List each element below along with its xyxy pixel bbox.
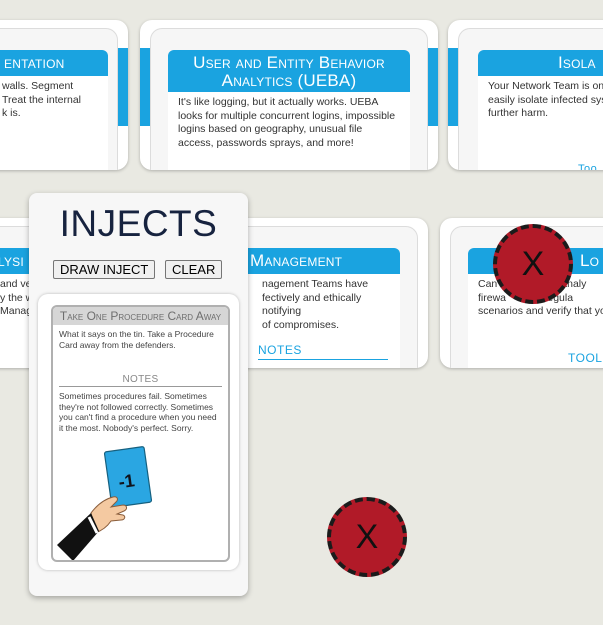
body-line: Manage: [0, 305, 38, 317]
card-tag-notes: NOTES: [258, 343, 302, 357]
inject-card-title: Take One Procedure Card Away: [53, 307, 228, 325]
body-line: fectively and ethically notifying: [262, 291, 362, 318]
injects-title: INJECTS: [59, 203, 218, 244]
title-line: User and Entity Behavior: [193, 53, 385, 72]
body-line: and ve: [0, 278, 32, 290]
body-line: walls. Segment: [2, 80, 74, 92]
body-line: nagement Teams have: [262, 278, 369, 290]
card-ueba[interactable]: User and Entity Behavior Analytics (UEBA…: [140, 20, 438, 170]
card-tag-tools: Too: [578, 163, 598, 170]
body-line: y the w: [0, 291, 34, 304]
card-tag-tools: TOOLS: [568, 351, 603, 365]
notes-rule: [258, 359, 388, 360]
card-title: entation: [0, 50, 108, 76]
inject-card-text: What it says on the tin. Take a Procedur…: [59, 329, 214, 350]
x-marker[interactable]: X: [327, 497, 407, 577]
card-segmentation[interactable]: entation walls. Segment Treat the intern…: [0, 20, 128, 170]
body-line: further harm.: [488, 107, 549, 119]
held-card-label: -1: [117, 470, 136, 492]
card-title: Isola: [478, 50, 603, 76]
inject-notes-rule: [59, 386, 222, 387]
inject-notes-text: Sometimes procedures fail. Sometimes the…: [59, 391, 217, 433]
card-body: It's like logging, but it actually works…: [168, 92, 410, 170]
hand-icon: [57, 496, 127, 560]
body-line: k is.: [2, 107, 21, 119]
body-line: Your Network Team is on t: [488, 80, 603, 92]
card-isolation[interactable]: Isola Your Network Team is on t easily i…: [448, 20, 603, 170]
title-line: Analytics (UEBA): [221, 71, 357, 90]
inject-card-frame: Take One Procedure Card Away What it say…: [51, 305, 230, 562]
draw-inject-button[interactable]: DRAW INJECT: [53, 260, 156, 279]
clear-button[interactable]: CLEAR: [165, 260, 223, 279]
held-card-icon: -1: [103, 446, 153, 508]
card-body: walls. Segment Treat the internal k is.: [0, 76, 108, 170]
x-marker[interactable]: X: [493, 224, 573, 304]
body-line: of compromises.: [262, 318, 340, 331]
inject-card[interactable]: Take One Procedure Card Away What it say…: [38, 294, 239, 570]
body-line: Treat the internal: [2, 93, 81, 106]
card-body: Your Network Team is on t easily isolate…: [478, 76, 603, 170]
body-line: scenarios and verify that yo: [478, 305, 603, 317]
injects-panel: INJECTS DRAW INJECT CLEAR Take One Proce…: [29, 193, 248, 596]
inject-notes-label: NOTES: [122, 374, 159, 385]
hand-holding-card-illustration: -1: [57, 446, 153, 560]
body-line: easily isolate infected sys: [488, 93, 603, 106]
